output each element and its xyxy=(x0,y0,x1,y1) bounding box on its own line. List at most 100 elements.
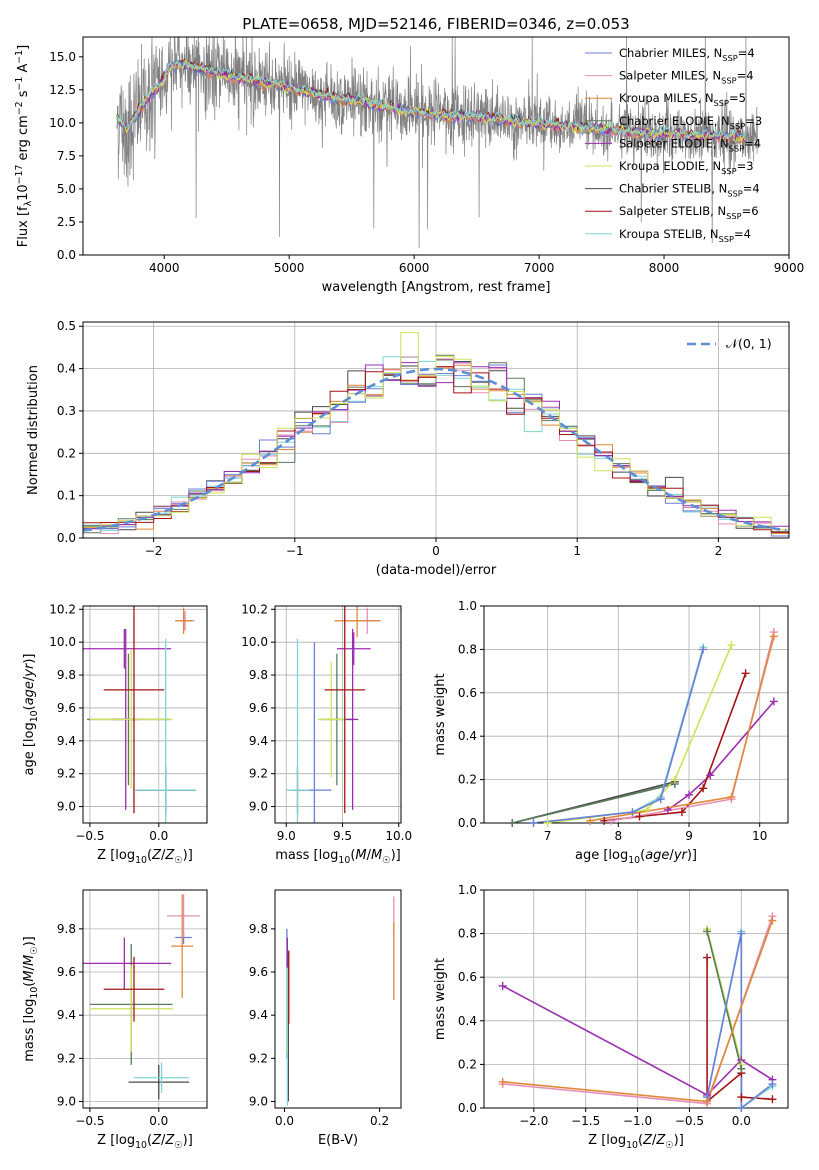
y-tick-label: 2.5 xyxy=(57,215,76,229)
weight_vs_Z-axes: −2.0 −1.5 −1.0 −0.5 0.0 0.0 0.2 0.4 0.6 0.8 1.0 Z [… xyxy=(433,883,789,1151)
spectrum-frame-group: 4000 5000 6000 7000 8000 9000 0.0 2.5 5.0 7.5 10.0… xyxy=(14,36,805,295)
x-tick-label: −1.0 xyxy=(623,1114,652,1128)
mass-weight-marker xyxy=(768,1080,777,1089)
x-tick-label: 9 xyxy=(685,829,693,843)
mass_vs_EBV-frame-group: 0.0 0.2 9.0 9.2 9.4 9.6 9.8 E(B-V) xyxy=(249,889,402,1148)
weight_vs_Z-frame xyxy=(483,889,789,1109)
y-tick-label: 0.6 xyxy=(458,970,477,984)
x-axis-label: (data-model)/error xyxy=(376,563,497,578)
mass-weight-marker xyxy=(508,819,517,827)
y-tick-label: 0.3 xyxy=(57,404,76,418)
legend-label: 𝒩(0, 1) xyxy=(726,336,772,351)
spectrum-legend: Chabrier MILES, NSSP=4 Salpeter MILES, NS… xyxy=(585,46,762,244)
mass-weight-marker xyxy=(685,790,694,799)
age_vs_mass-axes: 9.0 9.5 10.0 9.0 9.2 9.4 9.6 9.8 10.0 10.2 mass [l… xyxy=(241,602,412,866)
y-tick-label: 9.0 xyxy=(57,800,76,814)
age_vs_Z-plot-area xyxy=(83,606,196,823)
age_vs_Z-frame xyxy=(82,605,208,824)
y-tick-label: 0.6 xyxy=(458,686,477,700)
y-tick-label: 9.6 xyxy=(57,701,76,715)
y-tick-label: 9.0 xyxy=(57,1095,76,1109)
x-tick-label: −1.5 xyxy=(571,1114,600,1128)
y-tick-label: 9.8 xyxy=(249,922,268,936)
y-tick-label: 9.2 xyxy=(57,1051,76,1065)
y-tick-label: 9.8 xyxy=(57,668,76,682)
mass-weight-marker xyxy=(703,1097,712,1106)
y-tick-label: 1.0 xyxy=(458,883,477,897)
legend-label: Salpeter STELIB, NSSP=6 xyxy=(619,204,759,221)
mass-weight-marker xyxy=(703,927,712,936)
mass-weight-line xyxy=(533,649,704,823)
x-tick-label: 5000 xyxy=(274,261,305,275)
y-tick-label: 9.4 xyxy=(57,734,76,748)
model-spectrum-line xyxy=(116,59,746,143)
x-tick-label: −0.5 xyxy=(75,829,104,843)
x-tick-label: 0.0 xyxy=(275,1114,294,1128)
y-tick-label: 0.8 xyxy=(458,642,477,656)
mass-weight-marker xyxy=(656,795,665,804)
mass-weight-marker xyxy=(699,784,708,793)
mass-weight-marker xyxy=(670,775,679,784)
x-tick-label: 0.2 xyxy=(370,1114,389,1128)
spectrum-axes: 4000 5000 6000 7000 8000 9000 0.0 2.5 5.0 7.5 10.0… xyxy=(14,36,805,295)
mass-weight-marker xyxy=(737,1093,746,1102)
x-tick-label: 0 xyxy=(432,544,440,558)
mass_vs_Z-plot-area xyxy=(83,894,201,1100)
y-tick-label: 0.1 xyxy=(57,489,76,503)
y-tick-label: 9.4 xyxy=(57,1008,76,1022)
mass-weight-marker xyxy=(727,641,736,650)
mass-weight-marker xyxy=(769,632,778,641)
spectrum-frame xyxy=(82,36,790,256)
y-tick-label: 15.0 xyxy=(49,50,76,64)
y-axis-label: Normed distribution xyxy=(26,365,41,495)
legend-label: Salpeter MILES, NSSP=4 xyxy=(619,69,754,86)
weight_vs_age-frame-group: 7 8 9 10 0.0 0.2 0.4 0.6 0.8 1.0 age [log10(age/yr… xyxy=(433,599,789,866)
x-axis-label: wavelength [Angstrom, rest frame] xyxy=(322,280,551,295)
y-tick-label: 9.8 xyxy=(57,922,76,936)
y-tick-label: 5.0 xyxy=(57,182,76,196)
age_vs_mass-frame-group: 9.0 9.5 10.0 9.0 9.2 9.4 9.6 9.8 10.0 10.2 mass [l… xyxy=(241,602,412,866)
mass-weight-line xyxy=(667,700,775,811)
mass-weight-marker xyxy=(737,1104,746,1112)
x-tick-label: 8000 xyxy=(649,261,680,275)
y-tick-label: 0.8 xyxy=(458,927,477,941)
spectrum-plot-area xyxy=(116,37,759,249)
residuals-axes: −2 −1 0 1 2 0.0 0.1 0.2 0.3 0.4 0.5 (data-model)/er… xyxy=(26,319,790,578)
mass-weight-marker xyxy=(768,916,777,925)
normal-reference-curve xyxy=(83,367,787,532)
legend-label: Chabrier STELIB, NSSP=4 xyxy=(619,182,760,199)
mass_vs_EBV-plot-area xyxy=(286,896,395,1106)
mass-weight-marker xyxy=(543,819,552,827)
mass-weight-marker xyxy=(586,816,595,825)
y-tick-label: 10.0 xyxy=(49,635,76,649)
x-tick-label: 0.0 xyxy=(149,829,168,843)
x-tick-label: −2.0 xyxy=(519,1114,548,1128)
x-axis-label: mass [log10(M/M☉)] xyxy=(275,848,401,866)
mass-weight-marker xyxy=(703,953,712,962)
y-tick-label: 0.5 xyxy=(57,319,76,333)
mass_vs_EBV-frame xyxy=(274,889,402,1109)
y-tick-label: 7.5 xyxy=(57,149,76,163)
mass-weight-marker xyxy=(737,1064,746,1073)
legend-label: Salpeter ELODIE, NSSP=4 xyxy=(619,136,761,153)
x-tick-label: 1 xyxy=(573,544,581,558)
x-tick-label: −1 xyxy=(286,544,304,558)
y-tick-label: 9.8 xyxy=(249,668,268,682)
x-tick-label: 7000 xyxy=(524,261,555,275)
y-axis-label: mass [log10(M/M☉)] xyxy=(22,936,40,1062)
legend-label: Chabrier MILES, NSSP=4 xyxy=(619,46,755,63)
mass-weight-marker xyxy=(699,645,708,654)
x-tick-label: 10.0 xyxy=(385,829,412,843)
mass-weight-marker xyxy=(741,669,750,678)
weight_vs_age-axes: 7 8 9 10 0.0 0.2 0.4 0.6 0.8 1.0 age [log10(age/yr… xyxy=(433,599,789,866)
x-tick-label: 9.0 xyxy=(277,829,296,843)
x-axis-label: E(B-V) xyxy=(318,1133,358,1148)
y-tick-label: 10.2 xyxy=(49,602,76,616)
y-tick-label: 9.0 xyxy=(249,1095,268,1109)
y-tick-label: 0.4 xyxy=(458,1014,477,1028)
x-tick-label: 0.0 xyxy=(732,1114,751,1128)
x-tick-label: 9000 xyxy=(774,261,805,275)
mass-weight-marker xyxy=(642,805,651,814)
mass-weight-marker xyxy=(529,819,538,827)
y-tick-label: 0.0 xyxy=(57,531,76,545)
